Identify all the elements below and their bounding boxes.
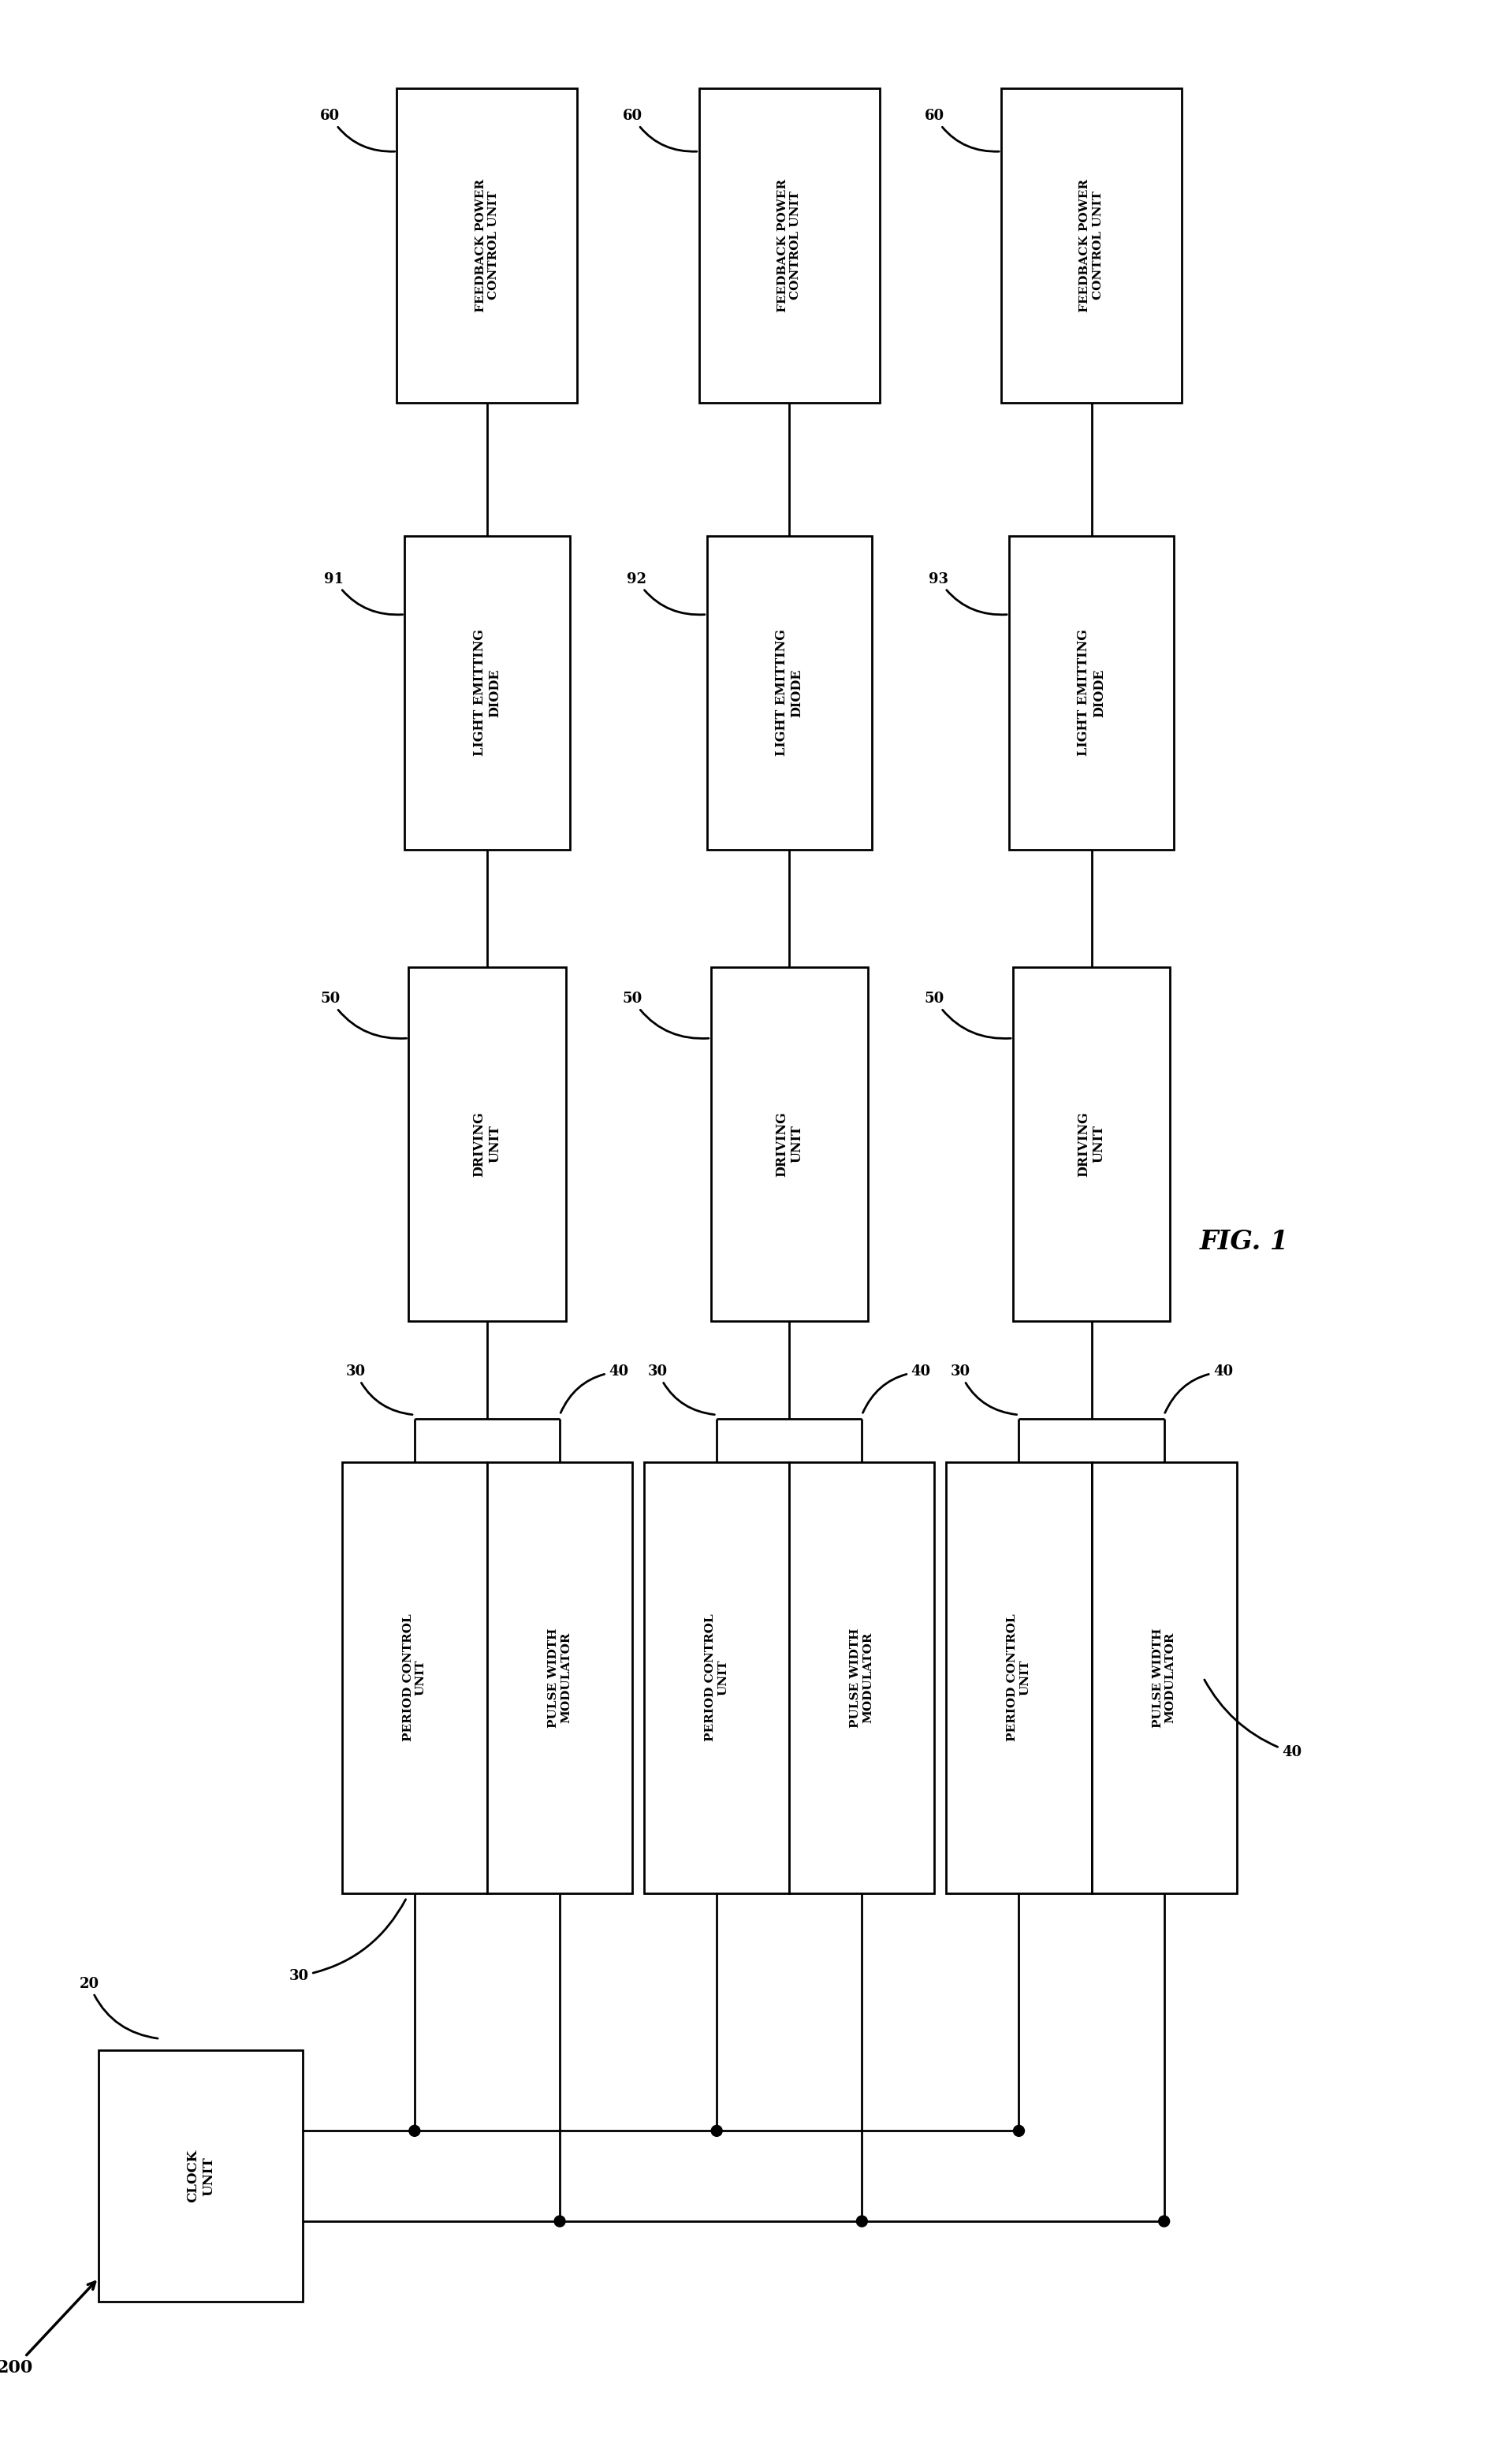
Text: DRIVING
UNIT: DRIVING UNIT: [473, 1111, 502, 1178]
Text: 91: 91: [324, 572, 402, 614]
Text: PULSE WIDTH
MODULATOR: PULSE WIDTH MODULATOR: [1152, 1629, 1176, 1727]
Text: 40: 40: [863, 1365, 931, 1412]
Text: DRIVING
UNIT: DRIVING UNIT: [774, 1111, 804, 1178]
Bar: [405, 537, 570, 850]
Circle shape: [1013, 2126, 1025, 2136]
Text: 50: 50: [924, 993, 1012, 1037]
Text: LIGHT EMITTING
DIODE: LIGHT EMITTING DIODE: [1077, 628, 1105, 756]
Text: DRIVING
UNIT: DRIVING UNIT: [1077, 1111, 1105, 1178]
Text: PULSE WIDTH
MODULATOR: PULSE WIDTH MODULATOR: [850, 1629, 874, 1727]
Text: FEEDBACK POWER
CONTROL UNIT: FEEDBACK POWER CONTROL UNIT: [777, 180, 801, 313]
Bar: [408, 968, 565, 1321]
Text: FIG. 1: FIG. 1: [1201, 1230, 1290, 1254]
Text: 30: 30: [649, 1365, 715, 1414]
Text: 30: 30: [289, 1900, 405, 1984]
Bar: [1092, 1461, 1237, 1892]
Text: 20: 20: [79, 1976, 157, 2038]
Text: 30: 30: [950, 1365, 1016, 1414]
Text: FEEDBACK POWER
CONTROL UNIT: FEEDBACK POWER CONTROL UNIT: [1080, 180, 1104, 313]
Circle shape: [1158, 2215, 1170, 2227]
Text: LIGHT EMITTING
DIODE: LIGHT EMITTING DIODE: [473, 628, 502, 756]
Text: PERIOD CONTROL
UNIT: PERIOD CONTROL UNIT: [402, 1614, 426, 1742]
Text: LIGHT EMITTING
DIODE: LIGHT EMITTING DIODE: [774, 628, 804, 756]
Bar: [1013, 968, 1170, 1321]
Text: 50: 50: [321, 993, 407, 1037]
Bar: [699, 89, 880, 402]
Text: PERIOD CONTROL
UNIT: PERIOD CONTROL UNIT: [1007, 1614, 1031, 1742]
Circle shape: [555, 2215, 565, 2227]
Text: 40: 40: [1164, 1365, 1232, 1412]
Bar: [711, 968, 868, 1321]
Bar: [789, 1461, 934, 1892]
Text: 200: 200: [0, 2282, 95, 2375]
Bar: [644, 1461, 789, 1892]
Circle shape: [856, 2215, 868, 2227]
Text: PERIOD CONTROL
UNIT: PERIOD CONTROL UNIT: [705, 1614, 729, 1742]
Text: 40: 40: [1205, 1680, 1302, 1759]
Text: 93: 93: [928, 572, 1007, 614]
Text: PULSE WIDTH
MODULATOR: PULSE WIDTH MODULATOR: [547, 1629, 572, 1727]
Bar: [1001, 89, 1182, 402]
Bar: [398, 89, 578, 402]
Text: 60: 60: [623, 108, 697, 153]
Bar: [947, 1461, 1092, 1892]
Text: 50: 50: [623, 993, 709, 1037]
Bar: [1009, 537, 1173, 850]
Circle shape: [711, 2126, 723, 2136]
Text: CLOCK
UNIT: CLOCK UNIT: [186, 2149, 215, 2203]
Text: 60: 60: [925, 108, 999, 153]
Circle shape: [410, 2126, 420, 2136]
Bar: [98, 2050, 302, 2301]
Text: 60: 60: [321, 108, 395, 153]
Bar: [342, 1461, 487, 1892]
Text: 92: 92: [626, 572, 705, 614]
Text: 40: 40: [561, 1365, 629, 1412]
Text: FEEDBACK POWER
CONTROL UNIT: FEEDBACK POWER CONTROL UNIT: [475, 180, 499, 313]
Text: 30: 30: [346, 1365, 413, 1414]
Bar: [708, 537, 872, 850]
Bar: [487, 1461, 632, 1892]
